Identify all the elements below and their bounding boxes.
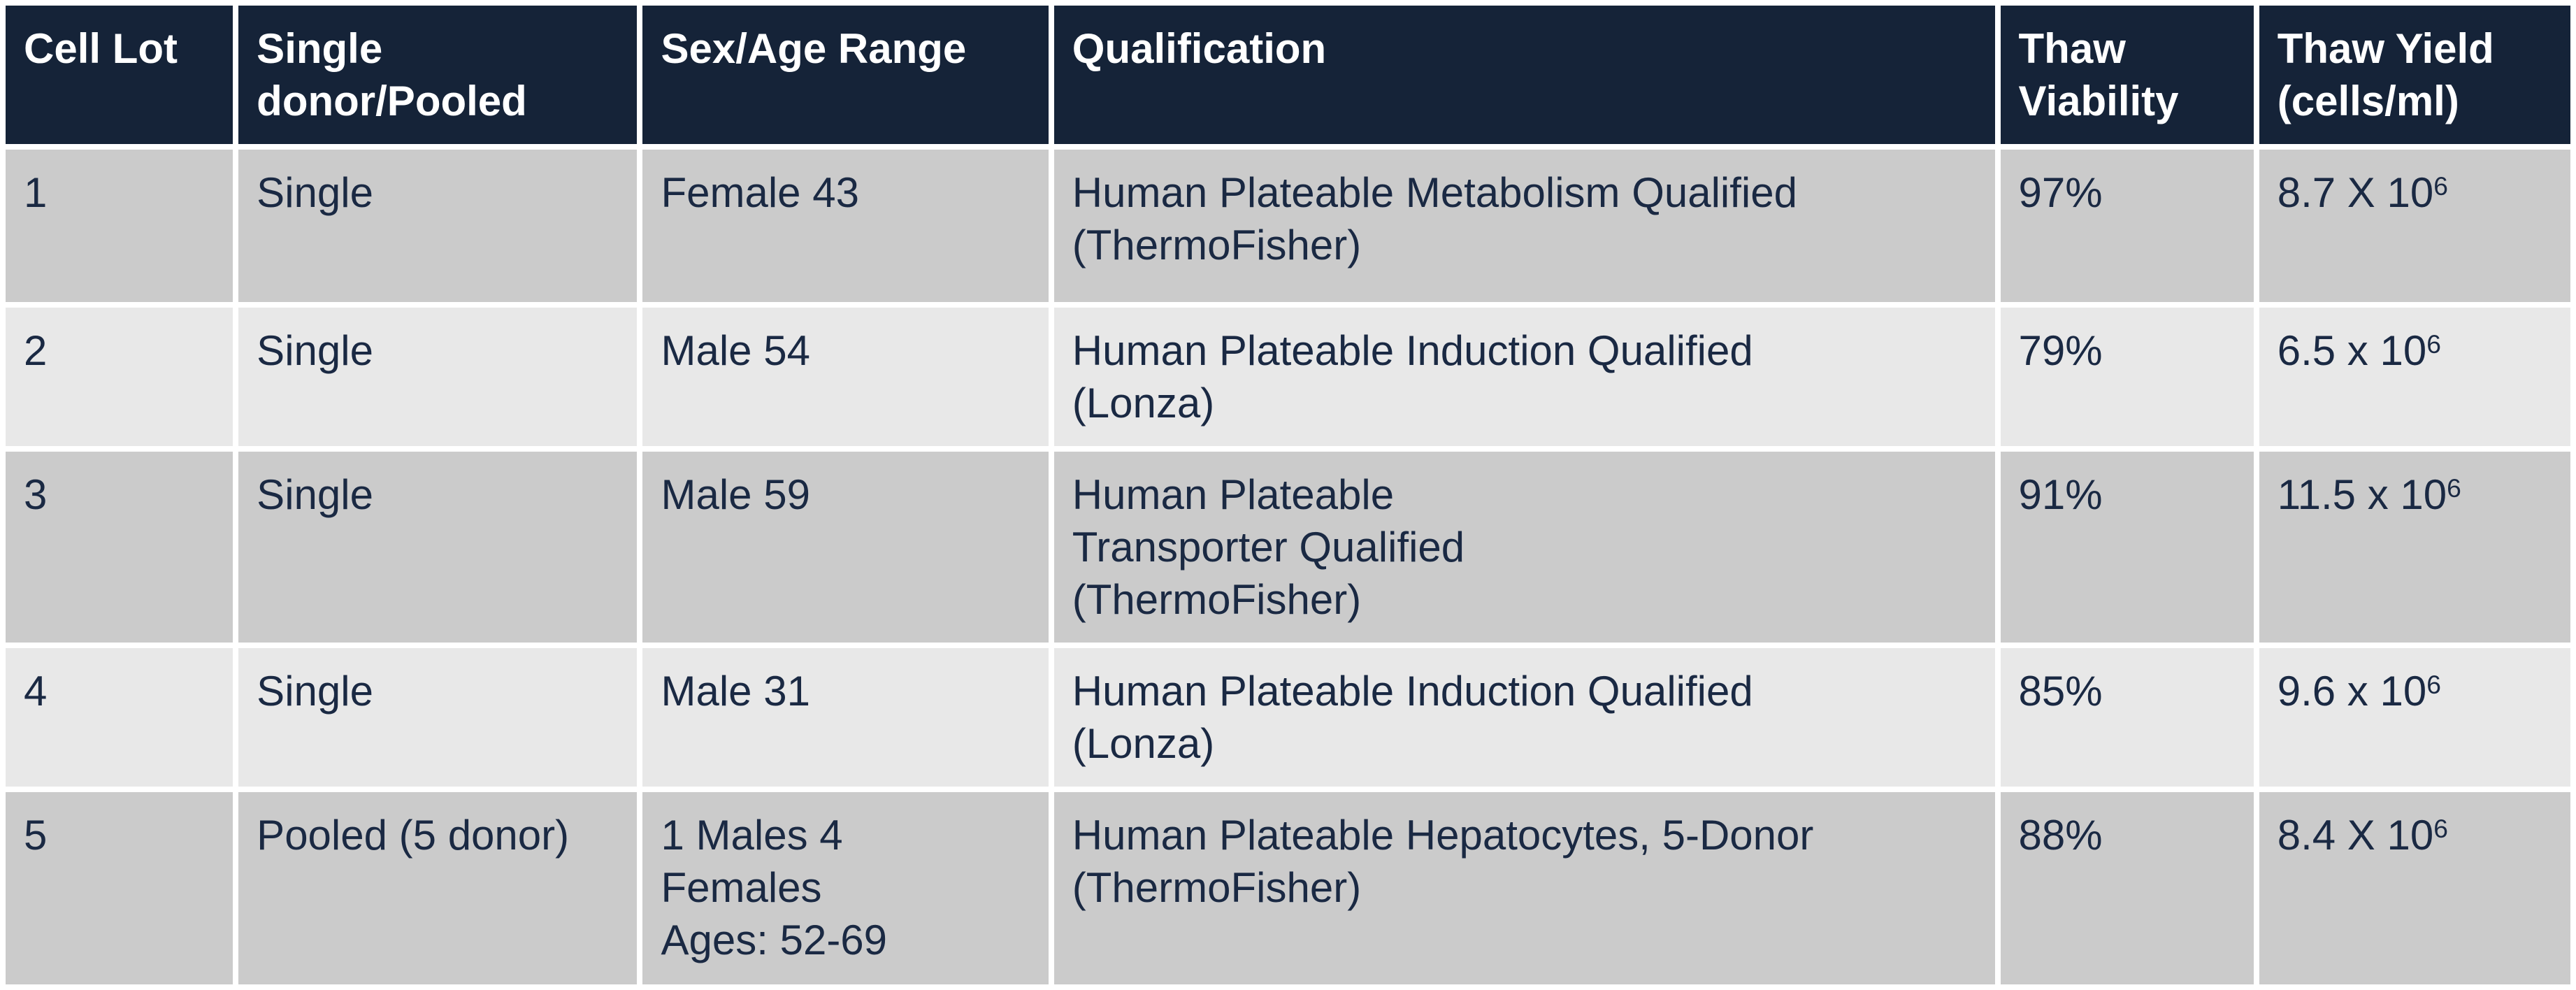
qualification-cell: Human Plateable Metabolism Qualified (Th…: [1053, 150, 1995, 302]
lot-number-cell: 4: [6, 648, 233, 787]
qualification-cell: Human Plateable Induction Qualified (Lon…: [1053, 308, 1995, 446]
table-row: 5 Pooled (5 donor) 1 Males 4 Females Age…: [6, 792, 2570, 984]
yield-value: 11.5 x 10: [2277, 471, 2447, 518]
header-thaw-viability: Thaw Viability: [2000, 6, 2254, 144]
yield-cell: 8.4 X 106: [2259, 792, 2570, 984]
qualification-cell: Human Plateable Hepatocytes, 5-Donor (Th…: [1053, 792, 1995, 984]
sex-age-cell: Male 31: [642, 648, 1049, 787]
yield-exponent: 6: [2447, 473, 2461, 503]
qualification-cell: Human Plateable Transporter Qualified (T…: [1053, 452, 1995, 643]
yield-cell: 6.5 x 106: [2259, 308, 2570, 446]
header-donor-type: Single donor/Pooled: [238, 6, 638, 144]
lot-number-cell: 5: [6, 792, 233, 984]
sex-age-cell: Female 43: [642, 150, 1049, 302]
header-row: Cell Lot Single donor/Pooled Sex/Age Ran…: [6, 6, 2570, 144]
table-header: Cell Lot Single donor/Pooled Sex/Age Ran…: [6, 6, 2570, 144]
yield-cell: 11.5 x 106: [2259, 452, 2570, 643]
yield-value: 6.5 x 10: [2277, 327, 2427, 374]
yield-cell: 9.6 x 106: [2259, 648, 2570, 787]
sex-age-cell: 1 Males 4 Females Ages: 52-69: [642, 792, 1049, 984]
donor-type-cell: Single: [238, 452, 638, 643]
lot-number-cell: 2: [6, 308, 233, 446]
header-sex-age-range: Sex/Age Range: [642, 6, 1049, 144]
lot-number-cell: 1: [6, 150, 233, 302]
viability-cell: 88%: [2000, 792, 2254, 984]
yield-exponent: 6: [2426, 329, 2441, 359]
table-row: 1 Single Female 43 Human Plateable Metab…: [6, 150, 2570, 302]
yield-cell: 8.7 X 106: [2259, 150, 2570, 302]
sex-age-cell: Male 59: [642, 452, 1049, 643]
yield-value: 9.6 x 10: [2277, 668, 2427, 715]
yield-exponent: 6: [2433, 171, 2448, 201]
viability-cell: 79%: [2000, 308, 2254, 446]
donor-type-cell: Single: [238, 150, 638, 302]
table-body: 1 Single Female 43 Human Plateable Metab…: [6, 150, 2570, 984]
header-thaw-yield: Thaw Yield (cells/ml): [2259, 6, 2570, 144]
sex-age-cell: Male 54: [642, 308, 1049, 446]
lot-number-cell: 3: [6, 452, 233, 643]
qualification-cell: Human Plateable Induction Qualified (Lon…: [1053, 648, 1995, 787]
yield-value: 8.7 X 10: [2277, 169, 2434, 216]
viability-cell: 91%: [2000, 452, 2254, 643]
yield-value: 8.4 X 10: [2277, 812, 2434, 859]
donor-type-cell: Single: [238, 648, 638, 787]
yield-exponent: 6: [2433, 814, 2448, 844]
header-cell-lot: Cell Lot: [6, 6, 233, 144]
donor-type-cell: Pooled (5 donor): [238, 792, 638, 984]
table-row: 2 Single Male 54 Human Plateable Inducti…: [6, 308, 2570, 446]
donor-type-cell: Single: [238, 308, 638, 446]
table-row: 4 Single Male 31 Human Plateable Inducti…: [6, 648, 2570, 787]
header-qualification: Qualification: [1053, 6, 1995, 144]
viability-cell: 97%: [2000, 150, 2254, 302]
yield-exponent: 6: [2426, 670, 2441, 700]
table-row: 3 Single Male 59 Human Plateable Transpo…: [6, 452, 2570, 643]
viability-cell: 85%: [2000, 648, 2254, 787]
